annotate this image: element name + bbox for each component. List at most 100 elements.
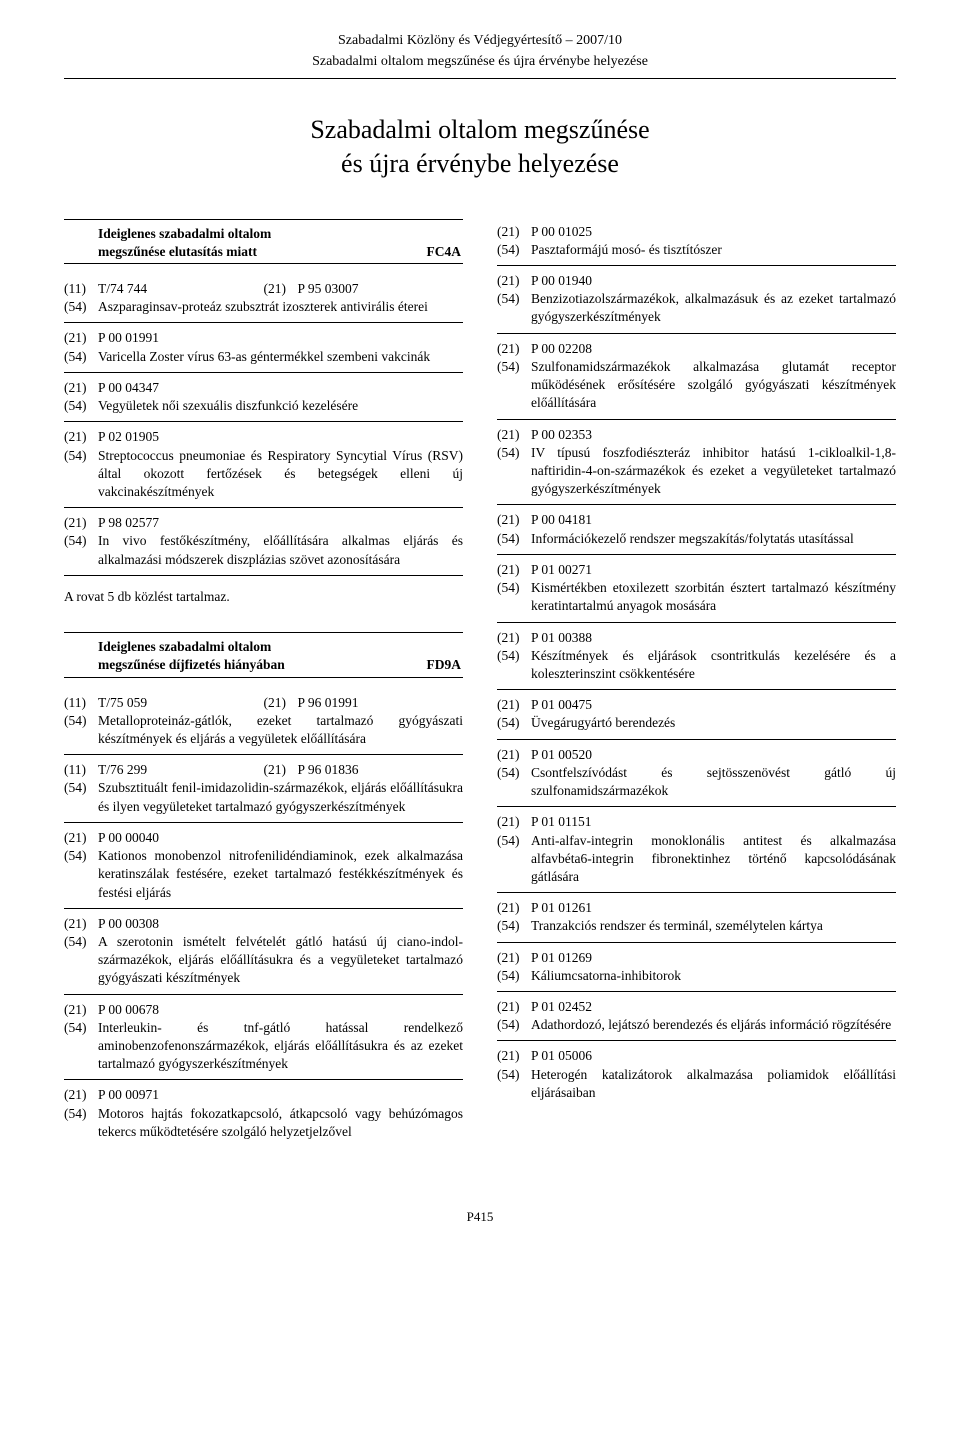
patent-entry: (21)P 00 04181(54)Információkezelő rends… bbox=[497, 507, 896, 554]
inid-code: (54) bbox=[64, 1019, 98, 1037]
inid-code: (21) bbox=[497, 949, 531, 967]
main-title-l2: és újra érvénybe helyezése bbox=[64, 147, 896, 181]
inid-code: (54) bbox=[497, 647, 531, 665]
header-line-2: Szabadalmi oltalom megszűnése és újra ér… bbox=[64, 51, 896, 72]
inid-value: Benzizotiazolszármazékok, alkalmazásuk é… bbox=[531, 290, 896, 326]
page: Szabadalmi Közlöny és Védjegyértesítő – … bbox=[0, 0, 960, 1265]
inid-code: (21) bbox=[497, 340, 531, 358]
inid-code: (54) bbox=[64, 712, 98, 730]
inid-value: P 00 01940 bbox=[531, 272, 896, 290]
inid-value: P 96 01836 bbox=[298, 761, 464, 779]
inid-code: (21) bbox=[497, 511, 531, 529]
patent-entry: (21)P 01 00388(54)Készítmények és eljárá… bbox=[497, 625, 896, 691]
inid-code: (21) bbox=[497, 629, 531, 647]
inid-value: P 95 03007 bbox=[298, 280, 464, 298]
inid-code: (54) bbox=[497, 1016, 531, 1034]
patent-entry: (21)P 02 01905 (54)Streptococcus pneumon… bbox=[64, 424, 463, 508]
section-title: Ideiglenes szabadalmi oltalom megszűnése… bbox=[64, 638, 285, 674]
inid-code: (54) bbox=[497, 764, 531, 782]
entry-row: (11)T/74 744 (21)P 95 03007 bbox=[64, 280, 463, 298]
inid-value: Káliumcsatorna-inhibitorok bbox=[531, 967, 896, 985]
inid-value: Pasztaformájú mosó- és tisztítószer bbox=[531, 241, 896, 259]
inid-code: (21) bbox=[64, 829, 98, 847]
inid-value: P 00 04347 bbox=[98, 379, 463, 397]
patent-entry: (21)P 00 02208(54)Szulfonamidszármazékok… bbox=[497, 336, 896, 420]
inid-code: (21) bbox=[497, 1047, 531, 1065]
inid-value: P 02 01905 bbox=[98, 428, 463, 446]
inid-code: (21) bbox=[64, 428, 98, 446]
inid-code: (54) bbox=[497, 579, 531, 597]
inid-code: (21) bbox=[497, 561, 531, 579]
section-header-fc4a: Ideiglenes szabadalmi oltalom megszűnése… bbox=[64, 219, 463, 264]
patent-entry: (21)P 01 01269(54)Káliumcsatorna-inhibit… bbox=[497, 945, 896, 992]
inid-value: Üvegárugyártó berendezés bbox=[531, 714, 896, 732]
inid-value: Tranzakciós rendszer és terminál, személ… bbox=[531, 917, 896, 935]
inid-value: P 01 00475 bbox=[531, 696, 896, 714]
section-title-l1: Ideiglenes szabadalmi oltalom bbox=[98, 225, 271, 243]
inid-value: A szerotonin ismételt felvételét gátló h… bbox=[98, 933, 463, 988]
patent-entry: (21)P 01 00520(54)Csontfelszívódást és s… bbox=[497, 742, 896, 808]
inid-code: (21) bbox=[64, 1001, 98, 1019]
inid-value: Csontfelszívódást és sejtösszenövést gát… bbox=[531, 764, 896, 800]
inid-value: P 01 01151 bbox=[531, 813, 896, 831]
patent-entry: (21)P 00 00971 (54)Motoros hajtás fokoza… bbox=[64, 1082, 463, 1147]
inid-code: (21) bbox=[64, 329, 98, 347]
inid-code: (54) bbox=[497, 832, 531, 850]
inid-value: Kismértékben etoxilezett szorbitán észte… bbox=[531, 579, 896, 615]
inid-value: Kationos monobenzol nitrofenilidéndiamin… bbox=[98, 847, 463, 902]
inid-code: (54) bbox=[497, 530, 531, 548]
header-rule bbox=[64, 78, 896, 79]
columns: Ideiglenes szabadalmi oltalom megszűnése… bbox=[64, 219, 896, 1150]
section-title-l2: megszűnése díjfizetés hiányában bbox=[98, 656, 285, 674]
inid-value: In vivo festőkészítmény, előállítására a… bbox=[98, 532, 463, 568]
inid-value: P 00 00971 bbox=[98, 1086, 463, 1104]
inid-code: (21) bbox=[64, 379, 98, 397]
inid-value: P 01 01261 bbox=[531, 899, 896, 917]
inid-code: (21) bbox=[64, 915, 98, 933]
inid-code: (21) bbox=[497, 272, 531, 290]
inid-code: (54) bbox=[64, 779, 98, 797]
inid-code: (21) bbox=[497, 696, 531, 714]
inid-value: P 01 00520 bbox=[531, 746, 896, 764]
inid-value: P 01 01269 bbox=[531, 949, 896, 967]
inid-code: (54) bbox=[497, 358, 531, 376]
inid-code: (21) bbox=[497, 998, 531, 1016]
inid-value: P 00 01025 bbox=[531, 223, 896, 241]
patent-entry: (21)P 00 01991 (54)Varicella Zoster víru… bbox=[64, 325, 463, 372]
inid-value: P 01 00388 bbox=[531, 629, 896, 647]
patent-entry: (21)P 01 01151(54)Anti-alfav-integrin mo… bbox=[497, 809, 896, 893]
inid-value: Heterogén katalizátorok alkalmazása poli… bbox=[531, 1066, 896, 1102]
patent-entry: (21)P 00 04347 (54)Vegyületek női szexuá… bbox=[64, 375, 463, 422]
inid-code: (54) bbox=[64, 397, 98, 415]
section-title-l1: Ideiglenes szabadalmi oltalom bbox=[98, 638, 285, 656]
inid-code: (54) bbox=[64, 298, 98, 316]
inid-code: (54) bbox=[497, 917, 531, 935]
inid-code: (54) bbox=[497, 444, 531, 462]
patent-entry: (21)P 00 00040 (54)Kationos monobenzol n… bbox=[64, 825, 463, 909]
patent-entry: (21)P 01 05006(54)Heterogén katalizátoro… bbox=[497, 1043, 896, 1108]
inid-value: T/74 744 bbox=[98, 280, 264, 298]
inid-value: Metalloproteináz-gátlók, ezeket tartalma… bbox=[98, 712, 463, 748]
inid-code: (21) bbox=[264, 761, 298, 779]
inid-value: P 00 00678 bbox=[98, 1001, 463, 1019]
inid-value: Streptococcus pneumoniae és Respiratory … bbox=[98, 447, 463, 502]
inid-code: (21) bbox=[64, 514, 98, 532]
inid-value: P 00 00308 bbox=[98, 915, 463, 933]
inid-code: (54) bbox=[64, 1105, 98, 1123]
inid-value: P 00 02208 bbox=[531, 340, 896, 358]
main-title: Szabadalmi oltalom megszűnése és újra ér… bbox=[64, 113, 896, 181]
inid-code: (54) bbox=[497, 714, 531, 732]
inid-code: (54) bbox=[64, 847, 98, 865]
page-number: P415 bbox=[64, 1209, 896, 1225]
inid-value: P 01 00271 bbox=[531, 561, 896, 579]
patent-entry: (21)P 00 01940(54)Benzizotiazolszármazék… bbox=[497, 268, 896, 334]
main-title-l1: Szabadalmi oltalom megszűnése bbox=[64, 113, 896, 147]
inid-value: Adathordozó, lejátszó berendezés és eljá… bbox=[531, 1016, 896, 1034]
entry-row: (54)Aszparaginsav-proteáz szubsztrát izo… bbox=[64, 298, 463, 316]
left-column: Ideiglenes szabadalmi oltalom megszűnése… bbox=[64, 219, 463, 1150]
inid-code: (54) bbox=[64, 447, 98, 465]
section-title-l2: megszűnése elutasítás miatt bbox=[98, 243, 271, 261]
patent-entry: (21)P 01 00475(54)Üvegárugyártó berendez… bbox=[497, 692, 896, 739]
section-code: FD9A bbox=[427, 656, 464, 674]
inid-value: P 98 02577 bbox=[98, 514, 463, 532]
